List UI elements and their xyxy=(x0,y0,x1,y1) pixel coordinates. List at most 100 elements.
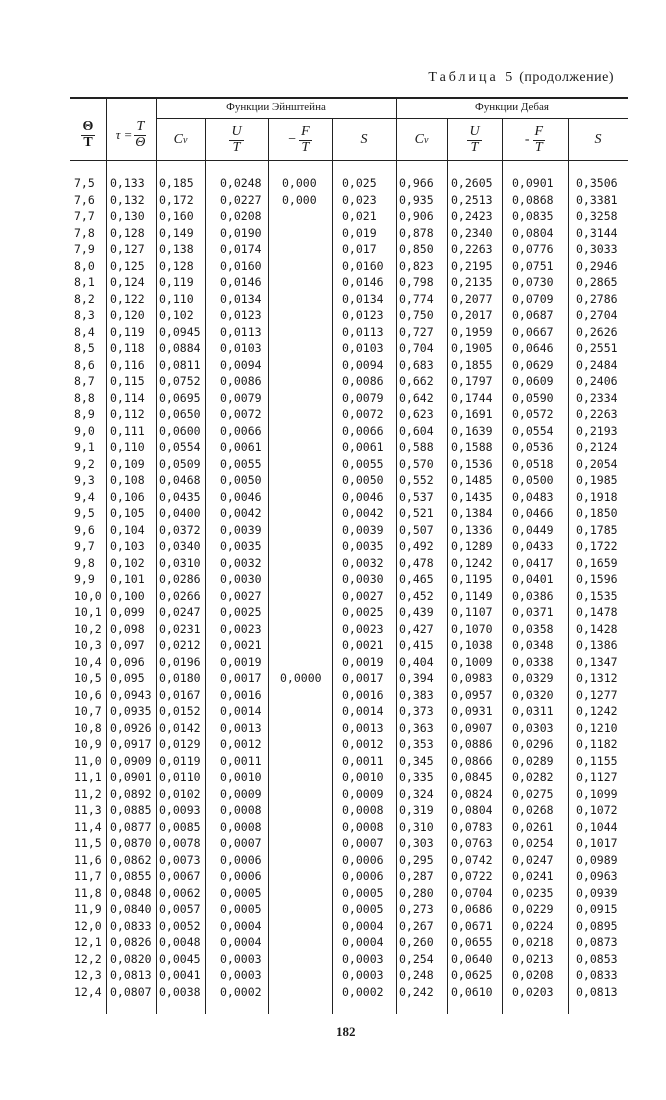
table-cell: 0,185 xyxy=(159,176,194,190)
table-cell: 0,704 xyxy=(399,341,434,355)
table-cell: 0,0004 xyxy=(220,918,262,933)
header-tau-den: Θ xyxy=(135,134,146,150)
table-cell: 0,0776 xyxy=(512,242,554,256)
header-denominator: T xyxy=(301,139,310,155)
table-cell: 11,1 xyxy=(74,770,102,784)
table-cell: 11,2 xyxy=(74,786,102,801)
table-cell: 0,0983 xyxy=(451,671,493,685)
table-cell: 0,1639 xyxy=(451,423,493,438)
table-cell: 0,0011 xyxy=(220,753,262,768)
table-cell: 0,0935 xyxy=(110,704,152,718)
table-cell: 0,0282 xyxy=(512,770,554,784)
table-cell: 0,0039 xyxy=(220,522,262,537)
table-cell: 0,0266 xyxy=(159,588,201,603)
table-cell: 0,0742 xyxy=(451,852,493,867)
table-cell: 0,0005 xyxy=(342,902,384,916)
table-cell: 0,1072 xyxy=(576,803,618,817)
table-cell: 0,0142 xyxy=(159,720,201,735)
table-cell: 0,0042 xyxy=(220,506,262,520)
table-cell: 0,0008 xyxy=(220,803,262,817)
header-label: C xyxy=(173,132,183,147)
table-cell: 0,0752 xyxy=(159,374,201,388)
debye-group-header: Функции Дебая xyxy=(475,101,549,113)
table-cell: 0,260 xyxy=(399,935,434,949)
table-cell: 0,0013 xyxy=(342,720,384,735)
table-cell: 8,0 xyxy=(74,258,95,273)
table-cell: 0,0500 xyxy=(512,473,554,487)
table-cell: 0,0123 xyxy=(220,308,262,322)
table-cell: 0,1107 xyxy=(451,605,493,619)
header-subscript: v xyxy=(182,134,188,146)
table-cell: 0,1386 xyxy=(576,638,618,652)
table-cell: 0,0005 xyxy=(220,885,262,900)
table-cell: 0,0400 xyxy=(159,506,201,520)
table-cell: 10,7 xyxy=(74,704,102,718)
table-cell: 0,0016 xyxy=(342,687,384,702)
table-cell: 0,017 xyxy=(342,242,377,256)
table-cell: 0,0190 xyxy=(220,225,262,240)
table-cell: 0,1127 xyxy=(576,770,618,784)
table-cell: 0,119 xyxy=(110,324,145,339)
table-cell: 0,0009 xyxy=(220,786,262,801)
table-cell: 0,0311 xyxy=(512,704,554,718)
table-cell: 0,0224 xyxy=(512,918,554,933)
table-cell: 0,287 xyxy=(399,869,434,883)
table-cell: 8,2 xyxy=(74,291,95,306)
table-cell: 0,0008 xyxy=(342,803,384,817)
table-cell: 0,0943 xyxy=(110,687,152,702)
table-cell: 9,8 xyxy=(74,555,95,570)
table-cell: 0,2193 xyxy=(576,423,618,438)
table-cell: 0,0229 xyxy=(512,902,554,916)
table-cell: 0,0554 xyxy=(159,440,201,454)
table-cell: 8,3 xyxy=(74,308,95,322)
table-cell: 0,1435 xyxy=(451,489,493,504)
table-cell: 0,0055 xyxy=(220,456,262,471)
table-cell: 0,1535 xyxy=(576,588,618,603)
table-cell: 0,1017 xyxy=(576,836,618,850)
header-denominator: T xyxy=(534,139,543,155)
table-cell: 0,111 xyxy=(110,423,145,438)
table-cell: 0,132 xyxy=(110,192,145,207)
table-cell: 0,0048 xyxy=(159,935,201,949)
table-cell: 0,1149 xyxy=(451,588,493,603)
table-cell: 0,0917 xyxy=(110,737,152,751)
table-cell: 0,1985 xyxy=(576,473,618,487)
table-cell: 0,119 xyxy=(159,275,194,289)
table-cell: 0,0449 xyxy=(512,522,554,537)
table-cell: 0,0014 xyxy=(220,704,262,718)
table-cell: 0,1155 xyxy=(576,753,618,768)
column-rule xyxy=(268,119,269,1014)
table-cell: 0,1099 xyxy=(576,786,618,801)
table-cell: 10,1 xyxy=(74,605,102,619)
table-cell: 10,2 xyxy=(74,621,102,636)
table-cell: 11,7 xyxy=(74,869,102,883)
table-cell: 0,0926 xyxy=(110,720,152,735)
header-subscript: v xyxy=(423,134,429,146)
table-cell: 9,4 xyxy=(74,489,95,504)
table-cell: 0,2017 xyxy=(451,308,493,322)
table-cell: 0,0600 xyxy=(159,423,201,438)
table-cell: 0,1289 xyxy=(451,539,493,553)
table-cell: 0,0052 xyxy=(159,918,201,933)
table-cell: 0,683 xyxy=(399,357,434,372)
table-cell: 0,115 xyxy=(110,374,145,388)
table-cell: 8,8 xyxy=(74,390,95,405)
table-cell: 0,280 xyxy=(399,885,434,900)
table-cell: 0,0372 xyxy=(159,522,201,537)
table-cell: 0,108 xyxy=(110,473,145,487)
table-cell: 0,1596 xyxy=(576,572,618,586)
table-cell: 0,0093 xyxy=(159,803,201,817)
table-cell: 7,6 xyxy=(74,192,95,207)
table-cell: 0,0079 xyxy=(342,390,384,405)
header-label: S xyxy=(594,132,602,147)
table-cell: 0,0877 xyxy=(110,819,152,834)
table-caption-note: (продолжение) xyxy=(519,70,614,85)
table-cell: 0,0625 xyxy=(451,968,493,982)
table-cell: 0,324 xyxy=(399,786,434,801)
table-cell: 0,0032 xyxy=(342,555,384,570)
table-cell: 0,0218 xyxy=(512,935,554,949)
table-cell: 11,9 xyxy=(74,902,102,916)
table-cell: 0,0722 xyxy=(451,869,493,883)
table-cell: 0,0247 xyxy=(512,852,554,867)
